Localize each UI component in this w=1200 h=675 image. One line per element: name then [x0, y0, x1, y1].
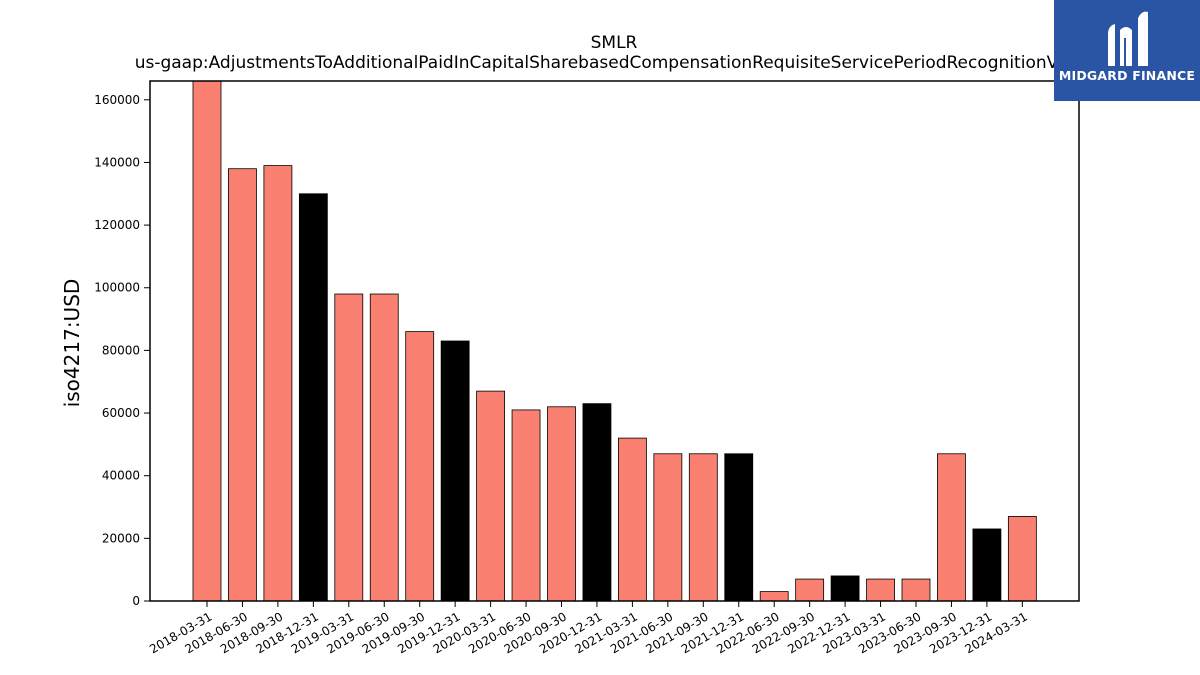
y-axis: 0 20000 40000 60000 80000 100000 120000 140000 1… [94, 93, 150, 608]
y-tick-label: 120000 [94, 218, 140, 232]
bar-2024-03-31 [1007, 516, 1037, 602]
bar-2019-12-31 [440, 340, 470, 602]
bar-2019-09-30 [405, 331, 435, 602]
bar-2022-06-30 [759, 591, 789, 602]
y-tick-label: 20000 [102, 531, 140, 545]
x-axis: 2018-03-312018-06-302018-09-302018-12-31… [147, 601, 1030, 656]
bar-2023-09-30 [937, 453, 966, 602]
bar-2021-09-30 [688, 453, 718, 602]
bar-2018-06-30 [228, 168, 257, 602]
y-tick-label: 80000 [102, 343, 140, 357]
chart-title: SMLR [591, 33, 638, 53]
bar-2022-12-31 [830, 575, 860, 602]
bar-2020-12-31 [582, 403, 612, 602]
chart-subtitle: us-gaap:AdjustmentsToAdditionalPaidInCap… [135, 53, 1094, 73]
y-tick-label: 0 [132, 594, 140, 608]
bar-2021-12-31 [724, 453, 754, 602]
bar-2018-12-31 [298, 193, 328, 602]
bar-2023-06-30 [901, 578, 931, 602]
bar-2020-09-30 [547, 406, 576, 602]
y-tick-label: 160000 [94, 93, 140, 107]
brand-name: MIDGARD FINANCE [1058, 68, 1196, 83]
bar-2023-03-31 [866, 578, 895, 602]
bar-2020-06-30 [511, 409, 541, 602]
bar-2022-09-30 [795, 578, 825, 602]
bar-2020-03-31 [476, 390, 506, 602]
bar-2023-12-31 [972, 528, 1002, 602]
y-tick-label: 140000 [94, 155, 140, 169]
bar-2019-06-30 [369, 293, 399, 602]
y-tick-label: 100000 [94, 281, 140, 295]
bars-group [192, 80, 1037, 602]
bar-2019-03-31 [334, 293, 364, 602]
midgard-m-logo-icon [1108, 11, 1148, 67]
y-tick-label: 60000 [102, 406, 140, 420]
brand-logo: MIDGARD FINANCE [1054, 0, 1200, 101]
bar-2021-06-30 [653, 453, 683, 602]
plot-frame [149, 80, 1080, 602]
bar-2018-03-31 [192, 80, 222, 602]
bar-2018-09-30 [263, 165, 293, 602]
y-tick-label: 40000 [102, 469, 140, 483]
bar-2021-03-31 [618, 437, 647, 602]
y-axis-label: iso4217:USD [60, 279, 84, 408]
